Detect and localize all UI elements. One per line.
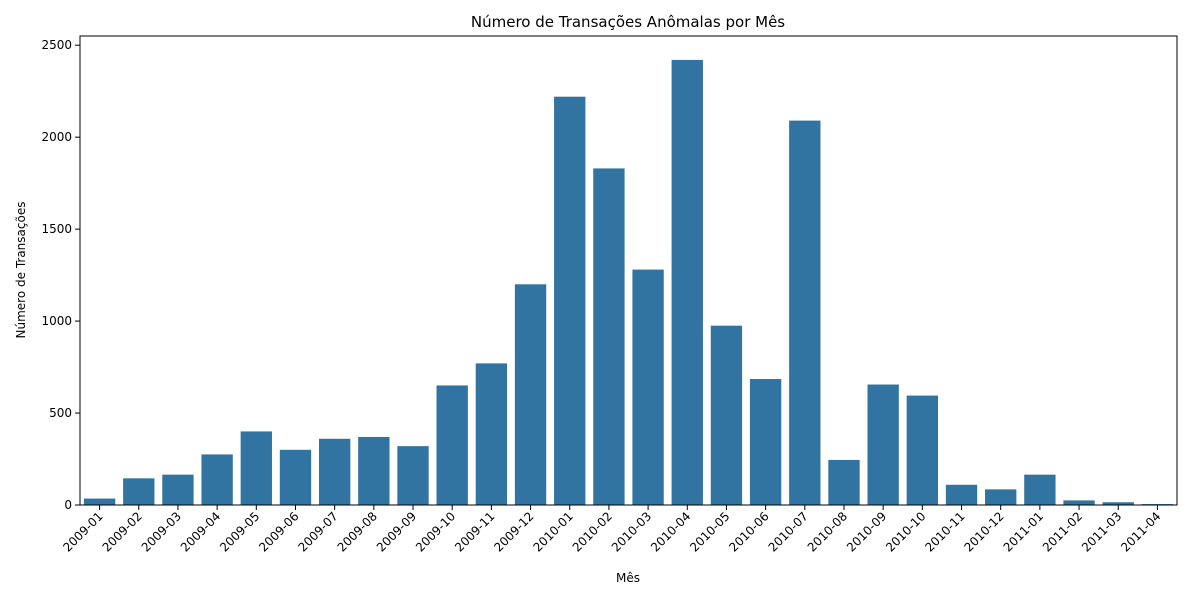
bar-2010-11	[945, 484, 978, 505]
bar-2009-05	[240, 431, 272, 505]
bar-2009-11	[475, 363, 508, 505]
x-tick-label: 2010-07	[766, 509, 811, 554]
bar-2010-10	[906, 395, 939, 505]
x-tick-label: 2009-04	[178, 509, 223, 554]
bar-2010-04	[671, 59, 703, 506]
bar-2010-08	[828, 459, 860, 505]
plot-frame	[79, 35, 1178, 506]
x-axis-label: Mês	[616, 571, 640, 585]
x-tick-label: 2009-11	[452, 509, 497, 554]
x-tick-label: 2009-12	[491, 509, 536, 554]
y-tick-label: 2000	[41, 130, 72, 144]
bar-2009-02	[123, 478, 155, 505]
bar-2010-02	[593, 168, 625, 505]
x-tick-label: 2009-09	[374, 509, 419, 554]
bar-2010-05	[710, 325, 743, 505]
bar-2009-06	[279, 449, 312, 505]
x-tick-label: 2009-10	[413, 509, 458, 554]
x-tick-label: 2009-08	[335, 509, 380, 554]
y-axis-label: Número de Transações	[14, 202, 28, 339]
x-tick-label: 2011-02	[1040, 509, 1085, 554]
x-tick-label: 2010-04	[648, 509, 693, 554]
bar-2009-08	[358, 436, 390, 505]
bar-2011-01	[1024, 474, 1056, 505]
chart-title: Número de Transações Anômalas por Mês	[471, 13, 785, 31]
x-tick-label: 2010-08	[805, 509, 850, 554]
bar-2009-10	[436, 385, 468, 505]
bar-2010-07	[789, 120, 821, 506]
x-axis-ticks: 2009-012009-022009-032009-042009-052009-…	[60, 505, 1164, 555]
x-tick-label: 2010-11	[922, 509, 967, 554]
x-tick-label: 2011-01	[1001, 509, 1046, 554]
x-tick-label: 2009-06	[256, 509, 301, 554]
bar-2010-06	[749, 379, 782, 505]
x-tick-label: 2010-06	[726, 509, 771, 554]
x-tick-label: 2009-03	[139, 509, 184, 554]
x-tick-label: 2010-03	[609, 509, 654, 554]
x-tick-label: 2010-09	[844, 509, 889, 554]
bar-2011-03	[1102, 502, 1134, 505]
x-tick-label: 2010-05	[687, 509, 732, 554]
bar-2009-12	[514, 284, 547, 505]
bar-2011-02	[1063, 500, 1095, 505]
y-axis-ticks: 0 500 1000 1500 2000 2500	[41, 38, 80, 512]
bar-2009-07	[318, 438, 351, 505]
bar-2010-12	[985, 489, 1017, 505]
x-tick-label: 2010-01	[530, 509, 575, 554]
x-tick-label: 2010-02	[570, 509, 615, 554]
bar-2009-04	[201, 454, 233, 505]
x-tick-label: 2009-07	[295, 509, 340, 554]
y-tick-label: 1000	[41, 314, 72, 328]
bar-2010-03	[632, 269, 664, 505]
x-tick-label: 2011-03	[1079, 509, 1124, 554]
x-tick-label: 2011-04	[1118, 509, 1163, 554]
bar-2010-01	[554, 96, 586, 505]
bar-2009-03	[162, 474, 194, 505]
bars-group	[83, 59, 1174, 506]
bar-2009-01	[83, 498, 116, 505]
x-tick-label: 2009-05	[217, 509, 262, 554]
y-tick-label: 500	[49, 406, 72, 420]
y-tick-label: 0	[64, 498, 72, 512]
y-tick-label: 2500	[41, 38, 72, 52]
x-tick-label: 2010-10	[883, 509, 928, 554]
x-tick-label: 2010-12	[961, 509, 1006, 554]
bar-2009-09	[397, 446, 429, 505]
x-tick-label: 2009-01	[60, 509, 105, 554]
bar-2010-09	[867, 384, 899, 505]
y-tick-label: 1500	[41, 222, 72, 236]
x-tick-label: 2009-02	[100, 509, 145, 554]
